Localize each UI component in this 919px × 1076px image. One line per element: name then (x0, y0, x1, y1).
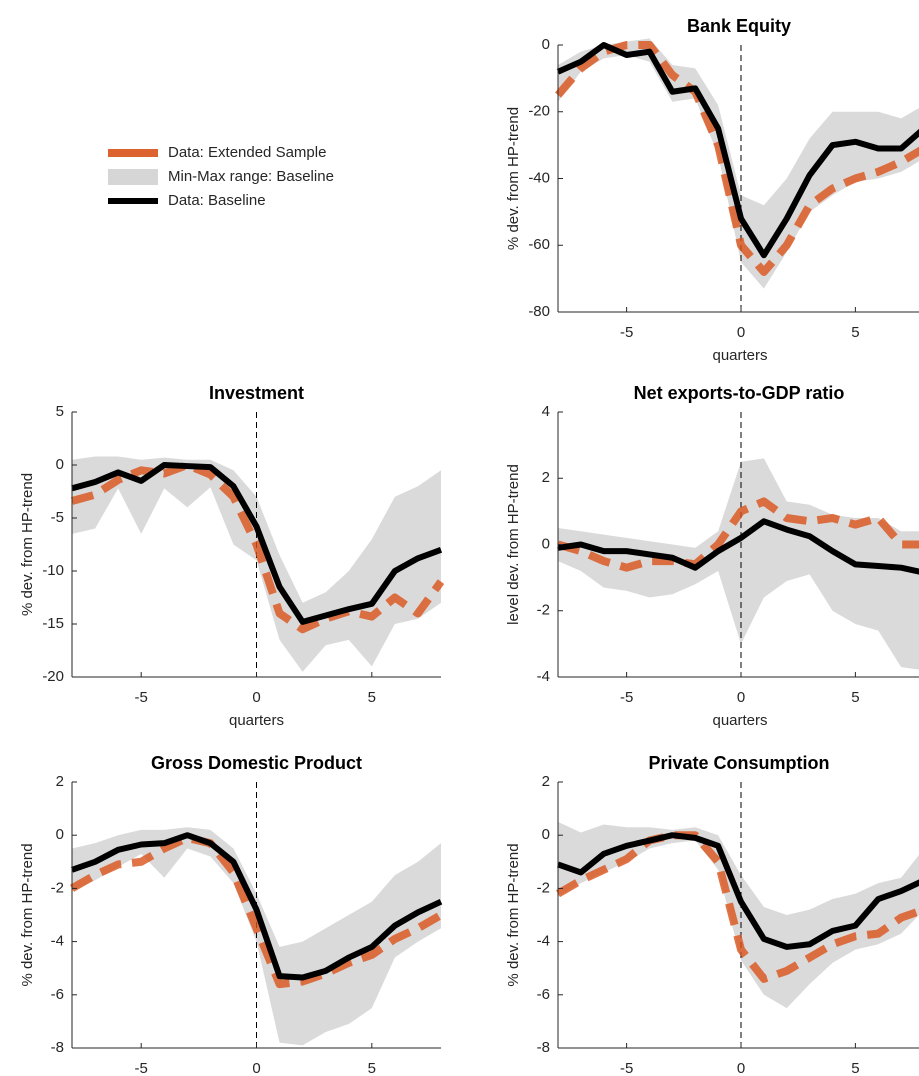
y-tick-label: -5 (51, 509, 64, 526)
y-tick-label: 0 (542, 36, 550, 53)
x-tick-label: -5 (620, 689, 633, 706)
panel: -8 -6 -4 -2 0 2 -5 0 5 Private Consumption % dev. … (505, 753, 919, 1076)
y-tick-label: -20 (528, 103, 550, 120)
x-axis-label: quarters (229, 712, 284, 729)
y-tick-label: 0 (542, 535, 550, 552)
y-tick-label: 4 (542, 403, 550, 420)
y-axis-label: % dev. from HP-trend (505, 843, 522, 986)
y-tick-label: 0 (56, 826, 64, 843)
x-axis-label: quarters (712, 347, 767, 364)
y-tick-label: -2 (51, 879, 64, 896)
y-tick-label: -10 (42, 562, 64, 579)
x-tick-label: 0 (737, 1060, 745, 1076)
y-tick-label: 2 (542, 469, 550, 486)
extended-line (70, 833, 443, 989)
chart-title: Private Consumption (648, 753, 829, 773)
y-axis-label: % dev. from HP-trend (19, 843, 36, 986)
y-tick-label: -20 (42, 668, 64, 685)
y-tick-label: -60 (528, 236, 550, 253)
x-tick-label: -5 (620, 324, 633, 341)
extended-line (554, 41, 919, 276)
legend-label: Min-Max range: Baseline (168, 168, 334, 185)
y-tick-label: -4 (51, 933, 64, 950)
y-tick-label: -6 (537, 986, 550, 1003)
y-tick-label: -40 (528, 169, 550, 186)
baseline-line (557, 832, 919, 950)
y-tick-label: -4 (537, 668, 550, 685)
x-tick-label: 5 (851, 1060, 859, 1076)
legend-swatch (108, 169, 158, 185)
legend-label: Data: Baseline (168, 192, 266, 209)
extended-line (555, 831, 919, 983)
x-axis-label: quarters (712, 712, 767, 729)
baseline-line (71, 832, 443, 981)
y-tick-label: -2 (537, 879, 550, 896)
chart-title: Investment (209, 383, 304, 403)
x-tick-label: -5 (135, 1060, 148, 1076)
range-band (558, 38, 919, 289)
y-tick-label: -6 (51, 986, 64, 1003)
panel: -20 -15 -10 -5 0 5 -5 0 5 Investment quarters % dev… (19, 383, 445, 729)
x-tick-label: -5 (135, 689, 148, 706)
panel: -80 -60 -40 -20 0 -5 0 5 Bank Equity quarters % de… (505, 16, 919, 364)
x-tick-label: 0 (737, 324, 745, 341)
extended-line (556, 497, 919, 572)
x-tick-label: 5 (851, 689, 859, 706)
x-tick-label: 5 (851, 324, 859, 341)
y-tick-label: -8 (537, 1039, 550, 1056)
range-band (72, 456, 441, 672)
y-tick-label: -2 (537, 602, 550, 619)
x-tick-label: -5 (620, 1060, 633, 1076)
chart-title: Gross Domestic Product (151, 753, 362, 773)
x-tick-label: 5 (368, 689, 376, 706)
y-axis-label: % dev. from HP-trend (505, 107, 522, 250)
x-tick-label: 5 (368, 1060, 376, 1076)
panel: -4 -2 0 2 4 -5 0 5 Net exports-to-GDP ratio quart… (505, 383, 919, 729)
range-band (558, 821, 919, 1009)
y-tick-label: -8 (51, 1039, 64, 1056)
y-axis-label: level dev. from HP-trend (505, 464, 522, 625)
y-tick-label: 2 (542, 773, 550, 790)
chart-title: Net exports-to-GDP ratio (634, 383, 845, 403)
x-tick-label: 0 (252, 689, 260, 706)
x-tick-label: 0 (252, 1060, 260, 1076)
extended-line (70, 461, 445, 634)
legend: Data: Extended Sample Min-Max range: Base… (108, 144, 334, 209)
panel: -8 -6 -4 -2 0 2 -5 0 5 Gross Domestic Product % de… (19, 753, 443, 1076)
baseline-line (71, 462, 443, 625)
range-band (558, 458, 919, 670)
baseline-line (557, 518, 919, 575)
y-tick-label: 2 (56, 773, 64, 790)
legend-label: Data: Extended Sample (168, 144, 326, 161)
y-tick-label: -80 (528, 303, 550, 320)
y-axis-label: % dev. from HP-trend (19, 473, 36, 616)
y-tick-label: 0 (542, 826, 550, 843)
y-tick-label: -4 (537, 933, 550, 950)
chart-title: Bank Equity (687, 16, 791, 36)
y-tick-label: -15 (42, 615, 64, 632)
y-tick-label: 0 (56, 456, 64, 473)
x-tick-label: 0 (737, 689, 745, 706)
y-tick-label: 5 (56, 403, 64, 420)
baseline-line (556, 42, 919, 259)
